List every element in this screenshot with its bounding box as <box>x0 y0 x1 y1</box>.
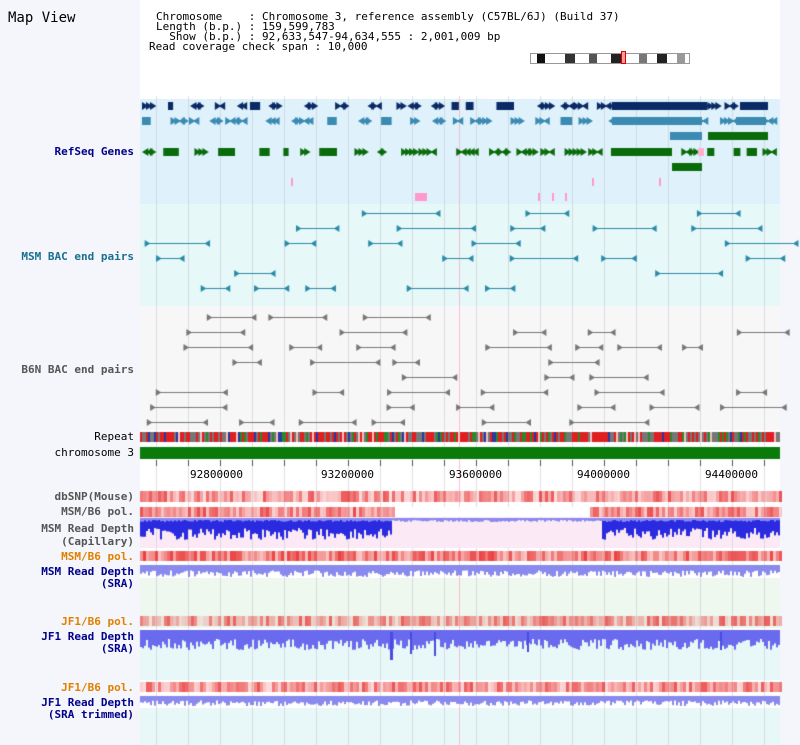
coverage-span-info: Read coverage check span : 10,000 <box>149 40 368 53</box>
label-msm-pol-1: MSM/B6 pol. <box>61 505 134 518</box>
ideogram-position-marker <box>621 51 626 64</box>
axis-tick-label: 94400000 <box>705 468 758 481</box>
axis-tick-label: 92800000 <box>190 468 243 481</box>
label-msm-pol-2: MSM/B6 pol. <box>61 550 134 563</box>
label-msm-depth-cap-1: MSM Read Depth <box>41 522 134 535</box>
chromosome-ideogram[interactable] <box>530 53 690 64</box>
show-range-info: Show (b.p.) : 92,633,547-94,634,555 : 2,… <box>156 30 501 43</box>
label-msm-depth-sra-2: (SRA) <box>100 577 134 590</box>
label-repeat: Repeat <box>94 430 134 443</box>
length-info: Length (b.p.) : 159,599,783 <box>156 20 335 33</box>
label-jf1-pol-2: JF1/B6 pol. <box>61 681 134 694</box>
label-jf1-depth-trim-1: JF1 Read Depth <box>41 696 134 709</box>
label-jf1-pol-1: JF1/B6 pol. <box>61 615 134 628</box>
label-msm-bac: MSM BAC end pairs <box>21 250 134 263</box>
axis-tick-label: 93600000 <box>449 468 502 481</box>
label-dbsnp: dbSNP(Mouse) <box>54 490 134 503</box>
label-jf1-depth-trim-2: (SRA trimmed) <box>47 708 134 721</box>
label-b6n-bac: B6N BAC end pairs <box>21 363 134 376</box>
label-jf1-depth-sra-2: (SRA) <box>100 642 134 655</box>
chromosome-info: Chromosome : Chromosome 3, reference ass… <box>156 10 620 23</box>
label-msm-depth-cap-2: (Capillary) <box>61 535 134 548</box>
label-jf1-depth-sra-1: JF1 Read Depth <box>41 630 134 643</box>
page-title: Map View <box>8 10 76 26</box>
axis-tick-label: 93200000 <box>321 468 374 481</box>
label-refseq: RefSeq Genes <box>54 145 134 158</box>
label-chromosome: chromosome 3 <box>54 446 134 459</box>
axis-tick-label: 94000000 <box>577 468 630 481</box>
label-msm-depth-sra-1: MSM Read Depth <box>41 565 134 578</box>
